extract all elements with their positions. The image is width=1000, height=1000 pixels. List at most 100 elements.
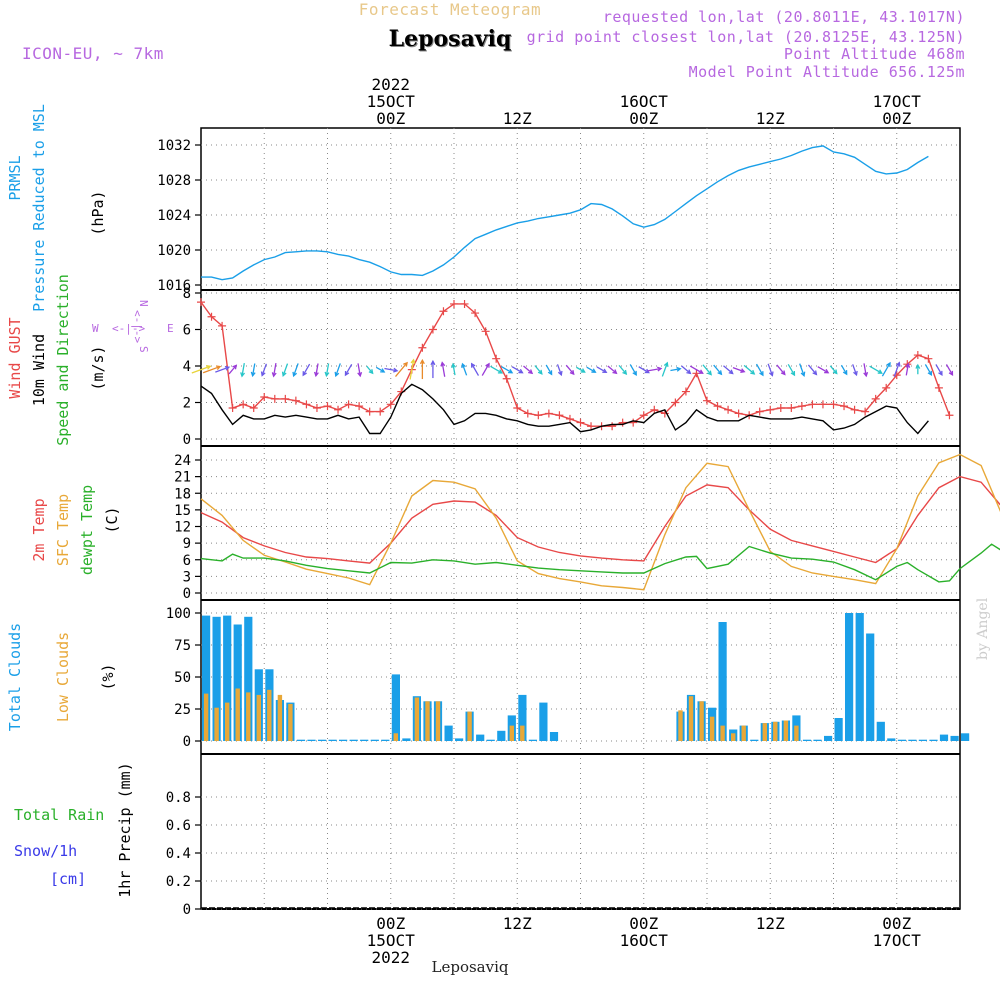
top-time-label: 15OCT xyxy=(367,92,416,111)
total-cloud-bar xyxy=(476,734,485,741)
clouds-y-tick-label: 0 xyxy=(183,734,191,750)
wind-y-tick-label: 4 xyxy=(183,359,191,375)
pressure-axis-label: PRMSL xyxy=(6,155,24,200)
total-cloud-bar xyxy=(876,721,885,741)
wind-arrowhead xyxy=(281,371,287,377)
wind-arrowhead xyxy=(698,369,704,374)
pressure-axis-label: (hPa) xyxy=(89,190,107,235)
wind-arrowhead xyxy=(622,369,628,375)
total-cloud-bar xyxy=(296,739,306,741)
wind-arrow xyxy=(893,362,900,377)
gust-marker xyxy=(934,383,943,392)
gust-marker xyxy=(565,414,574,423)
total-cloud-bar xyxy=(528,739,537,741)
wind-arrow xyxy=(366,365,374,374)
wind-arrowhead xyxy=(842,370,848,376)
wind-arrow xyxy=(215,366,230,373)
pressure-y-tick-label: 1016 xyxy=(157,278,191,294)
wind-arrow xyxy=(261,363,267,376)
total-cloud-bar xyxy=(834,718,843,741)
clouds-y-tick-label: 75 xyxy=(174,638,191,654)
precip-axis-label: [cm] xyxy=(50,870,86,888)
gust-marker xyxy=(671,398,680,407)
gust-marker xyxy=(439,307,448,316)
wind-arrow xyxy=(743,364,755,375)
gust-marker xyxy=(629,418,638,427)
clouds-axis-label: (%) xyxy=(99,663,117,690)
wind-arrow xyxy=(629,364,637,376)
wind-arrow xyxy=(545,364,553,375)
precip-axis-label: 1hr Precip (mm) xyxy=(116,762,134,897)
gust-marker xyxy=(555,411,564,420)
gust-marker xyxy=(502,374,511,383)
wind-arrow xyxy=(315,363,319,376)
gust-marker xyxy=(523,409,532,418)
compass-west: W xyxy=(92,322,99,335)
top-time-label: 00Z xyxy=(376,109,405,128)
gust-marker xyxy=(344,400,353,409)
gust-marker xyxy=(576,418,585,427)
wind-arrow xyxy=(251,363,256,376)
wind-arrow xyxy=(452,364,456,376)
wind-arrowhead xyxy=(768,371,774,377)
gust-marker xyxy=(376,407,385,416)
temperature-series-line xyxy=(200,475,1000,564)
gust-marker xyxy=(492,354,501,363)
wind-arrowhead xyxy=(602,368,608,374)
clouds-y-tick-label: 25 xyxy=(174,702,191,718)
gust-marker xyxy=(418,343,427,352)
gust-marker xyxy=(681,387,690,396)
gust-marker xyxy=(913,351,922,360)
wind-arrow xyxy=(689,365,704,374)
gust-marker xyxy=(481,327,490,336)
wind-arrow xyxy=(881,362,891,377)
wind-arrow xyxy=(799,363,805,376)
temperature-axis-label: 2m Temp xyxy=(30,498,48,561)
wind-arrowhead xyxy=(663,361,669,367)
gust-marker xyxy=(365,407,374,416)
wind-arrowhead xyxy=(368,369,374,375)
total-cloud-bar xyxy=(518,694,527,741)
wind-arrow xyxy=(661,362,668,377)
temperature-y-tick-label: 18 xyxy=(174,486,191,502)
wind-arrow xyxy=(702,364,712,375)
total-cloud-bar xyxy=(908,739,917,741)
wind-arrowhead xyxy=(800,371,806,377)
temperature-series-line xyxy=(200,453,1000,591)
wind-arrowhead xyxy=(215,365,222,371)
low-cloud-bar xyxy=(414,697,420,741)
wind-arrow xyxy=(481,363,490,376)
wind-arrowhead xyxy=(853,370,858,377)
temperature-y-tick-label: 0 xyxy=(183,586,191,602)
low-cloud-bar xyxy=(520,725,525,741)
low-cloud-bar xyxy=(741,725,746,741)
wind-arrowhead xyxy=(508,368,514,374)
wind-arrowhead xyxy=(905,362,911,368)
wind-arrowhead xyxy=(717,370,723,376)
total-cloud-bar xyxy=(866,633,875,741)
wind-arrow xyxy=(852,364,858,376)
precip-y-tick-label: 0.2 xyxy=(166,874,191,890)
gust-marker xyxy=(218,321,227,330)
wind-axis-label: 10m Wind xyxy=(30,334,48,406)
wind-arrowhead xyxy=(260,371,266,377)
gust-marker xyxy=(787,403,796,412)
wind-arrow xyxy=(501,365,513,374)
wind-arrow xyxy=(409,359,415,380)
temperature-axis-label: (C) xyxy=(103,506,121,533)
wind-arrowhead xyxy=(403,361,408,367)
wind-arrowhead xyxy=(644,368,650,374)
low-cloud-bar xyxy=(794,725,799,741)
total-cloud-bar xyxy=(307,739,316,741)
clouds-y-tick-label: 50 xyxy=(174,670,191,686)
low-cloud-bar xyxy=(277,694,283,741)
gust-marker xyxy=(840,402,849,411)
pressure-y-tick-label: 1020 xyxy=(157,243,191,259)
wind-arrowhead xyxy=(344,371,350,377)
gust-marker xyxy=(755,407,764,416)
total-cloud-bar xyxy=(381,739,390,741)
gust-marker xyxy=(281,394,290,403)
low-cloud-bar xyxy=(699,701,704,741)
wind-arrowhead xyxy=(324,371,330,378)
